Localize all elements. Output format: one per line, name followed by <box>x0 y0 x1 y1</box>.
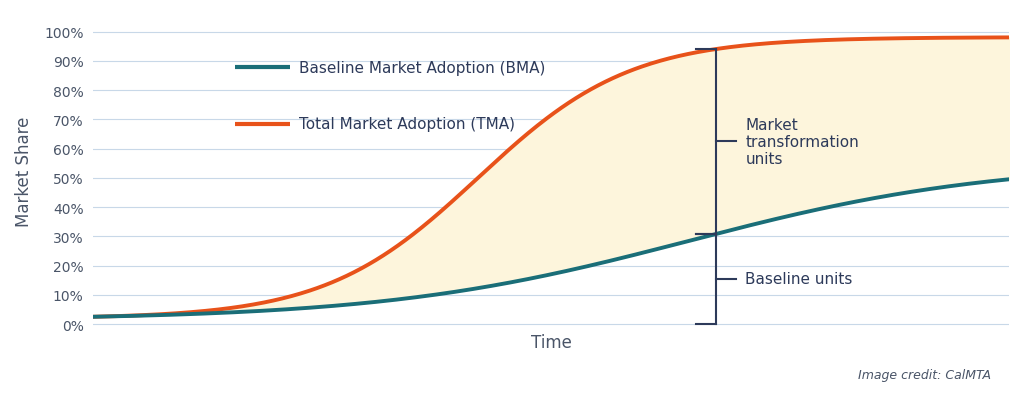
Text: Baseline units: Baseline units <box>745 272 853 287</box>
Text: Baseline Market Adoption (BMA): Baseline Market Adoption (BMA) <box>299 61 546 76</box>
Y-axis label: Market Share: Market Share <box>15 116 33 226</box>
X-axis label: Time: Time <box>530 333 571 351</box>
Text: Image credit: CalMTA: Image credit: CalMTA <box>858 368 990 381</box>
Text: Total Market Adoption (TMA): Total Market Adoption (TMA) <box>299 117 515 132</box>
Text: Market
transformation
units: Market transformation units <box>745 117 859 167</box>
